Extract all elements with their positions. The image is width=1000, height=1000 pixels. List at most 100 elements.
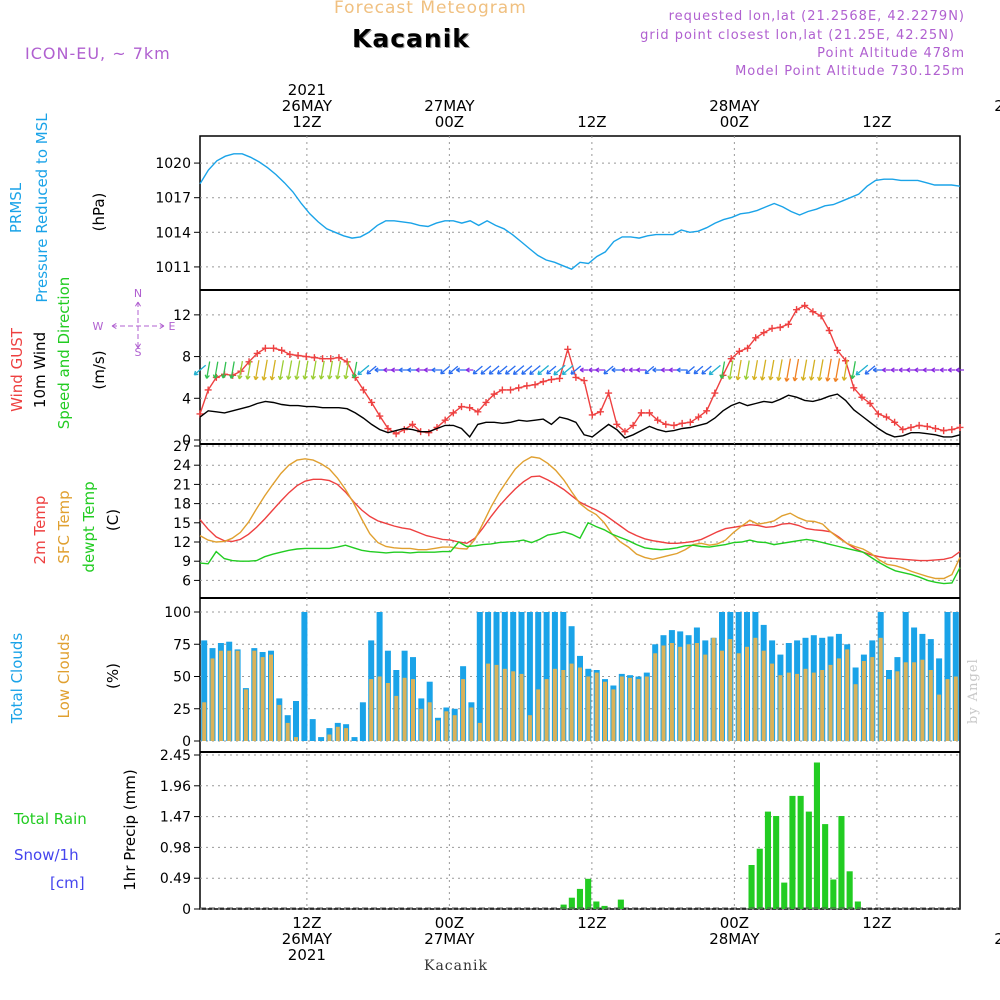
requested-coords: requested lon,lat (21.2568E, 42.2279N) — [668, 9, 965, 24]
top-time-label: 26MAY — [282, 97, 333, 115]
low-cloud-bar — [644, 676, 649, 741]
gust-marker — [368, 398, 376, 406]
credit-watermark: by Angel — [966, 658, 981, 724]
y-tick-label: 12 — [173, 535, 191, 551]
gust-marker — [662, 420, 670, 428]
bottom-time-label: 00Z — [435, 914, 464, 932]
y-tick-label: 24 — [173, 458, 191, 474]
precip-bar — [601, 905, 608, 909]
low-cloud-bar — [887, 679, 891, 741]
gust-marker — [474, 408, 482, 416]
gust-marker — [899, 426, 907, 434]
low-cloud-bar — [953, 676, 958, 741]
y-tick-label: 1020 — [155, 156, 191, 172]
top-time-label: 12Z — [292, 113, 321, 131]
low-cloud-bar — [586, 676, 591, 741]
wind-arrow — [660, 367, 671, 373]
gust-marker — [335, 354, 343, 362]
wind-arrow — [817, 359, 824, 382]
low-cloud-bar — [544, 679, 549, 741]
wind-arrow — [800, 359, 808, 381]
low-cloud-bar — [411, 679, 415, 741]
low-cloud-bar — [912, 662, 917, 741]
model-point-altitude: Model Point Altitude 730.125m — [735, 64, 965, 79]
compass-w: W — [93, 320, 104, 333]
precip-bar — [813, 762, 820, 909]
gust-marker — [621, 428, 629, 436]
low-cloud-bar — [294, 737, 298, 741]
gust-marker — [760, 329, 768, 337]
wind-arrow — [245, 360, 252, 380]
wind-arrow — [504, 365, 516, 375]
wind-arrow — [759, 359, 767, 381]
gust-marker — [923, 422, 931, 430]
gust-marker — [359, 386, 367, 394]
wind-gust-label: Wind GUST — [8, 327, 26, 412]
precip-unit-label: 1hr Precip (mm) — [121, 769, 139, 890]
wind-arrow — [431, 367, 443, 373]
gust-marker — [817, 312, 825, 320]
chart-title: Forecast Meteogram — [334, 0, 527, 18]
top-time-label: 00Z — [435, 113, 464, 131]
wind-unit-label: (m/s) — [90, 350, 108, 389]
low-cloud-bar — [795, 673, 800, 741]
low-cloud-bar — [235, 650, 240, 741]
y-tick-label: 2.45 — [160, 748, 191, 764]
precip-bar — [560, 904, 567, 909]
low-cloud-bar — [377, 676, 382, 741]
wind-arrow — [603, 365, 614, 375]
low-cloud-bar — [619, 676, 624, 741]
y-tick-label: 6 — [182, 573, 191, 589]
gust-marker — [408, 420, 416, 428]
gust-marker — [310, 354, 318, 362]
precip-bar — [830, 879, 837, 909]
low-cloud-bar — [385, 683, 390, 741]
low-cloud-bar — [227, 650, 232, 741]
gust-marker — [531, 381, 539, 389]
wind-arrow — [751, 360, 759, 381]
wind-arrow — [561, 365, 574, 376]
gust-marker — [327, 355, 335, 363]
temp-2m-label: 2m Temp — [31, 496, 49, 565]
gust-marker — [645, 409, 653, 417]
series-line-temperature-2 — [199, 521, 961, 585]
gust-marker — [605, 389, 613, 397]
y-tick-label: 75 — [173, 637, 191, 653]
wind-arrow — [310, 360, 317, 380]
gust-marker — [580, 377, 588, 385]
gust-marker — [654, 416, 662, 424]
wind-arrow — [529, 365, 541, 376]
y-tick-label: 15 — [173, 516, 191, 532]
low-cloud-bar — [327, 734, 332, 741]
bottom-time-label: 12Z — [292, 914, 321, 932]
low-cloud-bar — [536, 689, 541, 741]
y-tick-label: 18 — [173, 497, 191, 513]
low-clouds-label: Low Clouds — [55, 633, 73, 718]
top-time-label: 27MAY — [424, 97, 475, 115]
low-cloud-bar — [502, 668, 507, 741]
compass-n: N — [134, 287, 142, 300]
low-cloud-bar — [669, 643, 674, 741]
low-cloud-bar — [210, 658, 215, 741]
total-cloud-bar — [318, 737, 325, 741]
total-cloud-bar — [301, 612, 308, 741]
series-line-wind-1 — [199, 393, 961, 439]
wind-10m-label: 10m Wind — [31, 332, 49, 408]
wind-arrow — [496, 365, 508, 375]
low-cloud-bar — [444, 711, 449, 741]
gust-marker — [801, 301, 809, 309]
bottom-time-label: 2021 — [288, 946, 326, 964]
wind-direction-label: Speed and Direction — [55, 277, 73, 430]
y-tick-label: 8 — [182, 350, 191, 366]
gust-marker — [703, 407, 711, 415]
gust-marker — [425, 429, 433, 437]
low-cloud-bar — [828, 664, 833, 741]
wind-arrow — [537, 365, 550, 376]
gust-marker — [449, 409, 457, 417]
low-cloud-bar — [603, 681, 607, 741]
y-tick-label: 9 — [182, 554, 191, 570]
gust-marker — [507, 386, 515, 394]
gust-marker — [637, 409, 645, 417]
gust-marker — [523, 382, 531, 390]
wind-arrow — [628, 367, 638, 373]
